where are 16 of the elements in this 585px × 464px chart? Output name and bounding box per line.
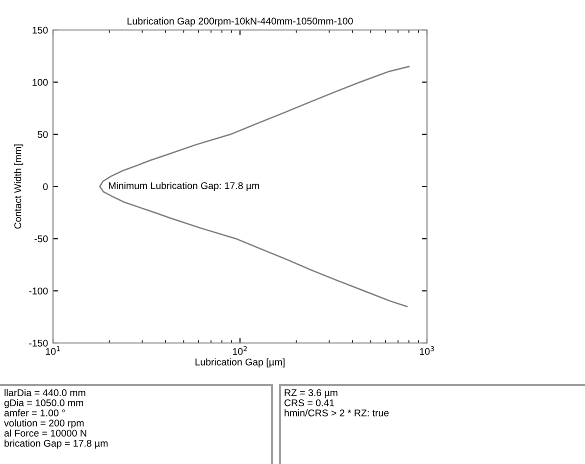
y-tick-label: -100 bbox=[29, 288, 48, 294]
y-axis-title: Contact Width [mm] bbox=[14, 144, 24, 229]
annotation: Minimum Lubrication Gap: 17.8 µm bbox=[108, 182, 260, 192]
y-tick-label: 0 bbox=[43, 183, 48, 190]
x-axis-title: Lubrication Gap [µm] bbox=[196, 358, 285, 368]
y-tick-label: 50 bbox=[38, 131, 48, 138]
text: llarDia = 440.0 mm gDia = 1050.0 mm amfer = 1.00 ° volution = 200 rpm al Force = 10000 N brication Gap = 17.8 µm bbox=[4, 389, 108, 449]
y-tick-label: -150 bbox=[29, 340, 48, 347]
x-tick-label: 10$^{2}$ bbox=[232, 346, 247, 355]
text: RZ = 3.6 µm CRS = 0.41 hmin/CRS > 2 * RZ: true bbox=[284, 389, 389, 416]
x-tick-label: 10$^{1}$ bbox=[46, 346, 60, 355]
y-tick-label: 150 bbox=[32, 26, 48, 34]
x-tick-label: 10$^{3}$ bbox=[420, 346, 434, 355]
chart-title: Lubrication Gap 200rpm-10kN-440mm-1050mm-100 bbox=[128, 17, 353, 26]
y-tick-label: 100 bbox=[32, 78, 48, 86]
y-tick-label: -50 bbox=[34, 235, 48, 242]
